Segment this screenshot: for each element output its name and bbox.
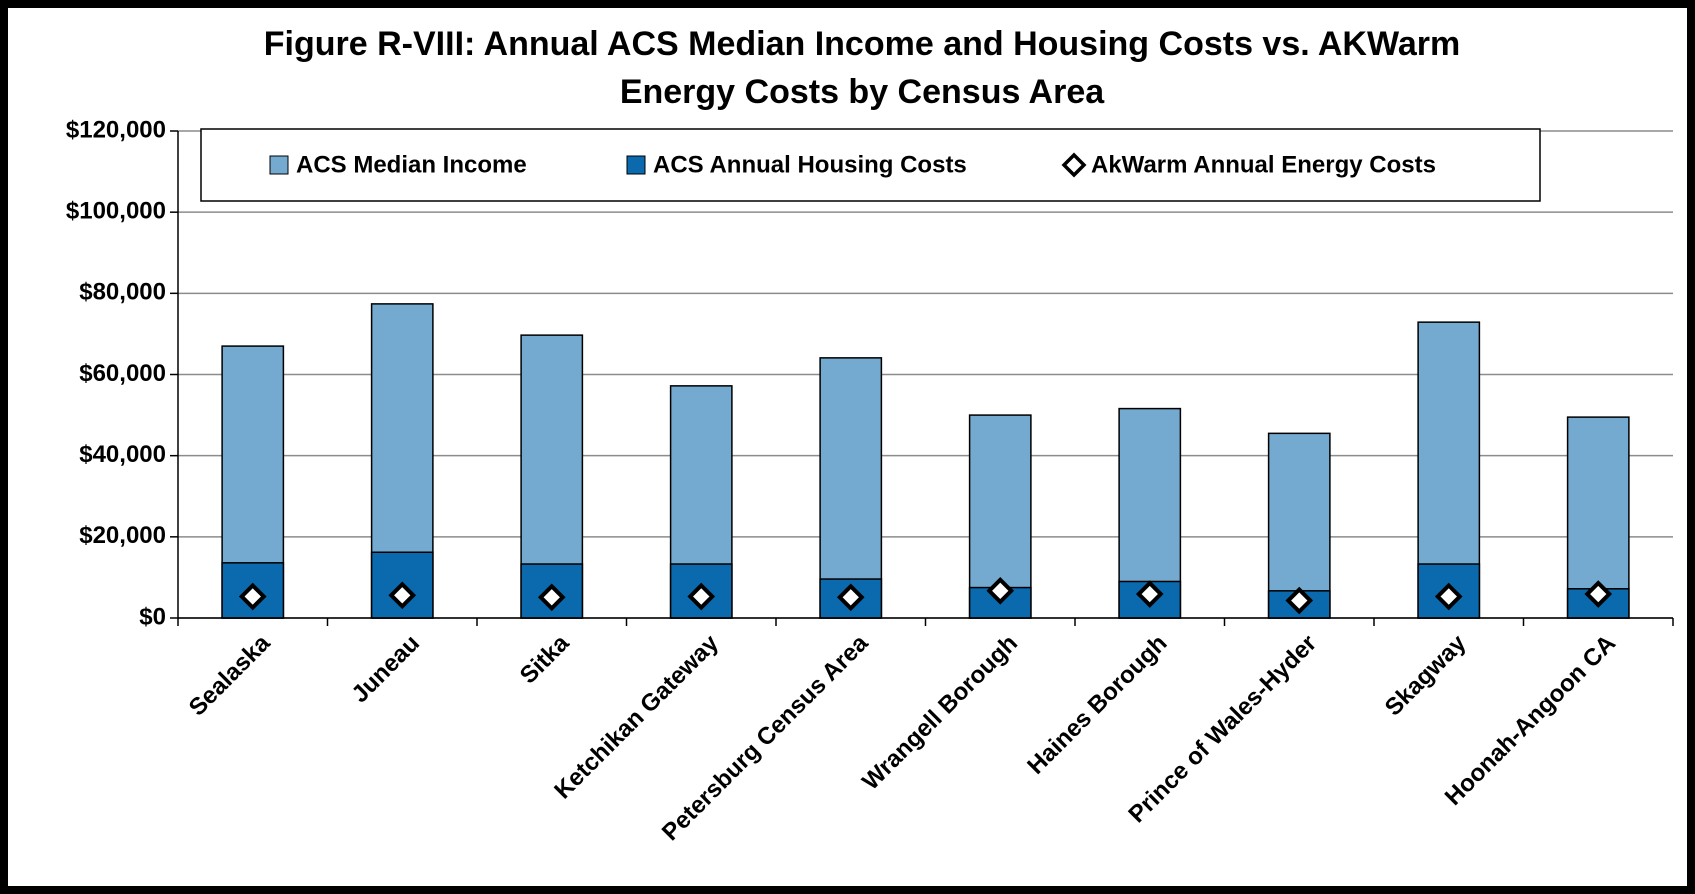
marker bbox=[836, 583, 865, 612]
marker bbox=[238, 582, 267, 611]
chart-title: Figure R-VIII: Annual ACS Median Income … bbox=[264, 25, 1460, 63]
y-tick-label: $100,000 bbox=[66, 198, 166, 225]
legend-label: AkWarm Annual Energy Costs bbox=[1091, 151, 1436, 178]
marker bbox=[1434, 582, 1463, 611]
marker bbox=[1135, 580, 1164, 608]
marker bbox=[986, 576, 1015, 605]
y-tick-label: $60,000 bbox=[79, 360, 166, 387]
legend-label: ACS Median Income bbox=[296, 151, 527, 178]
marker bbox=[1285, 586, 1314, 615]
bar bbox=[819, 357, 883, 619]
marker bbox=[1584, 580, 1613, 608]
marker bbox=[388, 581, 417, 610]
y-tick-label: $40,000 bbox=[79, 441, 166, 468]
marker bbox=[537, 583, 566, 612]
y-tick-label: $120,000 bbox=[66, 116, 166, 143]
legend-label: ACS Annual Housing Costs bbox=[653, 151, 967, 178]
legend-swatch bbox=[1061, 152, 1087, 178]
y-tick-label: $80,000 bbox=[79, 279, 166, 306]
marker bbox=[687, 582, 716, 611]
y-tick-label: $20,000 bbox=[79, 522, 166, 549]
chart-subtitle: Energy Costs by Census Area bbox=[620, 73, 1105, 111]
y-tick-label: $0 bbox=[139, 603, 166, 630]
legend-box bbox=[200, 128, 1541, 202]
legend-swatch bbox=[269, 155, 289, 175]
legend-swatch bbox=[626, 155, 646, 175]
